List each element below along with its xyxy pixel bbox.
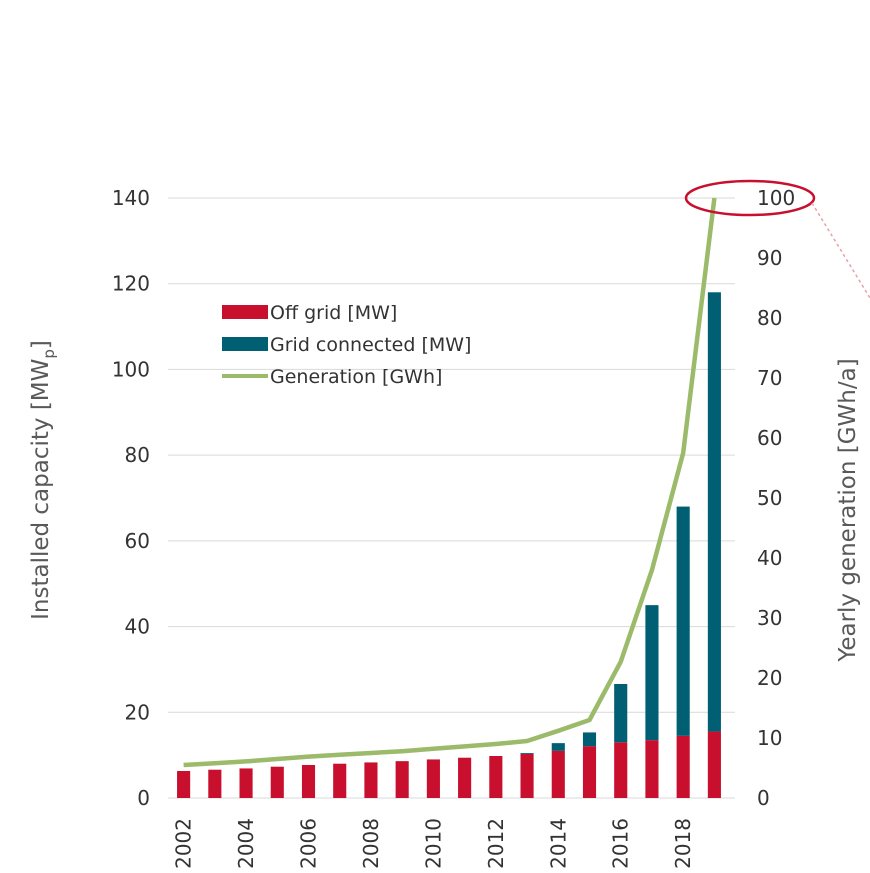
bar-off-grid — [364, 762, 378, 798]
left-axis-title-main: Installed capacity [MW — [28, 359, 54, 620]
left-tick-label: 60 — [125, 529, 150, 553]
bar-grid-connected — [551, 743, 565, 751]
bar-grid-connected — [645, 605, 659, 741]
legend-swatch — [222, 337, 268, 351]
x-tick-label: 2016 — [609, 818, 633, 869]
bar-off-grid — [614, 742, 628, 798]
bar-off-grid — [239, 768, 253, 798]
bar-off-grid — [520, 753, 534, 798]
bar-off-grid — [458, 757, 472, 798]
left-tick-label: 20 — [125, 700, 150, 724]
bar-off-grid — [551, 750, 565, 798]
highlight-leader-line — [811, 202, 870, 299]
bar-grid-connected — [582, 732, 597, 747]
x-tick-label: 2004 — [234, 818, 258, 869]
bar-grid-connected — [520, 753, 534, 754]
legend-swatch — [222, 305, 268, 319]
left-tick-label: 100 — [112, 357, 150, 381]
right-tick-label: 50 — [757, 486, 782, 510]
left-tick-label: 40 — [125, 615, 150, 639]
right-tick-label: 60 — [757, 426, 782, 450]
generation-line — [183, 197, 717, 768]
left-axis-title-end: ] — [28, 340, 54, 349]
right-tick-label: 90 — [757, 246, 782, 270]
generation-series-line — [183, 197, 717, 768]
left-axis-ticks: 0 20 40 60 80 100 120 140 — [112, 186, 150, 810]
right-tick-label: 80 — [757, 306, 782, 330]
x-tick-label: 2002 — [172, 818, 196, 869]
left-tick-label: 120 — [112, 272, 150, 296]
right-tick-label: 40 — [757, 546, 782, 570]
x-tick-label: 2008 — [359, 818, 383, 869]
x-tick-label: 2014 — [546, 818, 570, 869]
left-tick-label: 140 — [112, 186, 150, 210]
right-tick-label: 20 — [757, 666, 782, 690]
legend-label: Generation [GWh] — [270, 366, 442, 388]
highlight-ellipse — [684, 179, 816, 217]
x-tick-label: 2018 — [671, 818, 695, 869]
right-tick-label: 70 — [757, 366, 782, 390]
bar-grid-connected — [676, 506, 690, 736]
legend: Off grid [MW] Grid connected [MW] Generati… — [222, 302, 471, 388]
right-tick-label: 100 — [757, 186, 795, 210]
x-tick-label: 2010 — [421, 818, 445, 869]
bar-grid-connected — [614, 684, 628, 743]
bar-off-grid — [333, 763, 347, 798]
legend-label: Grid connected [MW] — [270, 334, 471, 356]
left-tick-label: 80 — [125, 443, 150, 467]
bar-off-grid — [582, 746, 597, 798]
x-tick-label: 2012 — [484, 818, 508, 869]
right-tick-label: 0 — [757, 786, 770, 810]
bar-off-grid — [707, 731, 721, 798]
bars — [177, 292, 721, 798]
x-tick-label: 2006 — [297, 818, 321, 869]
bar-off-grid — [426, 759, 440, 798]
right-tick-label: 10 — [757, 726, 782, 750]
bar-off-grid — [270, 766, 284, 798]
legend-label: Off grid [MW] — [270, 302, 397, 324]
bar-off-grid — [208, 769, 222, 798]
bar-off-grid — [395, 761, 409, 798]
bar-off-grid — [177, 771, 191, 798]
right-axis-title: Yearly generation [GWh/a] — [835, 358, 861, 662]
left-tick-label: 0 — [137, 786, 150, 810]
bar-grid-connected — [707, 292, 721, 732]
gridlines — [168, 197, 735, 799]
bar-off-grid — [676, 735, 690, 798]
right-axis-ticks: 0 10 20 30 40 50 60 70 80 90 100 — [757, 186, 795, 810]
bar-off-grid — [645, 740, 659, 798]
bar-off-grid — [301, 765, 316, 798]
left-axis-title-sub: p — [40, 349, 58, 359]
x-axis-ticks: 2002 2004 2006 2008 2010 2012 2014 2016 2018 — [172, 818, 696, 869]
bar-off-grid — [489, 756, 503, 798]
right-tick-label: 30 — [757, 606, 782, 630]
left-axis-title: Installed capacity [MWp] — [28, 340, 58, 620]
